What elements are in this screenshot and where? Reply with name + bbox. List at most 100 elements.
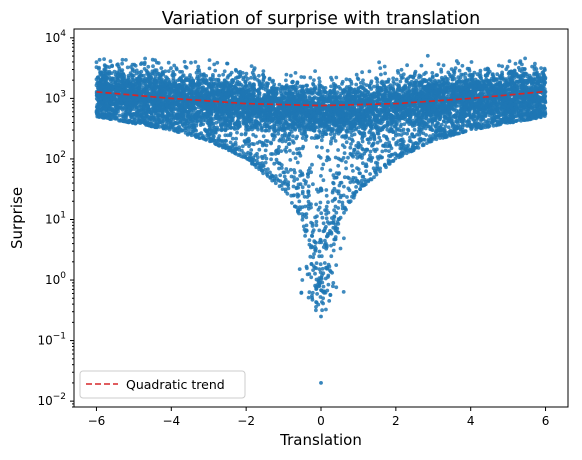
scatter-point	[342, 184, 346, 189]
scatter-point	[399, 67, 404, 72]
scatter-point	[436, 62, 441, 66]
scatter-point	[277, 166, 281, 171]
scatter-point	[235, 130, 239, 135]
scatter-point	[368, 149, 373, 154]
scatter-point	[263, 148, 268, 153]
scatter-point	[277, 161, 281, 166]
scatter-point	[446, 70, 451, 75]
scatter-point	[377, 135, 382, 140]
scatter-point	[454, 59, 459, 63]
scatter-point	[332, 135, 336, 140]
scatter-point	[336, 163, 341, 168]
scatter-point	[383, 71, 387, 76]
scatter-point	[263, 160, 268, 165]
scatter-point	[360, 139, 365, 144]
scatter-point	[490, 72, 495, 77]
scatter-point	[351, 169, 355, 173]
scatter-point	[355, 166, 359, 171]
scatter-point	[303, 204, 307, 209]
scatter-point	[320, 215, 325, 220]
scatter-point	[376, 131, 381, 136]
scatter-point	[453, 66, 458, 70]
scatter-point	[441, 63, 446, 68]
scatter-point	[159, 66, 164, 70]
scatter-point	[319, 138, 324, 143]
scatter-point	[354, 127, 358, 132]
scatter-point	[230, 136, 235, 141]
scatter-point	[194, 70, 199, 75]
scatter-point	[368, 172, 372, 176]
scatter-point	[419, 63, 424, 68]
scatter-point	[331, 248, 336, 253]
scatter-point	[198, 123, 203, 127]
scatter-point	[296, 182, 301, 187]
scatter-point	[295, 134, 299, 139]
scatter-point	[166, 60, 171, 65]
scatter-point	[446, 77, 450, 82]
scatter-point	[358, 171, 362, 176]
scatter-point	[342, 175, 347, 180]
scatter-point	[328, 168, 333, 173]
scatter-point	[320, 308, 324, 313]
scatter-point	[398, 146, 403, 151]
scatter-point	[346, 155, 350, 160]
scatter-point	[295, 160, 300, 165]
scatter-point	[199, 119, 203, 124]
scatter-point	[300, 185, 305, 190]
scatter-point	[248, 151, 253, 156]
scatter-point	[443, 124, 448, 129]
scatter-points	[94, 53, 548, 385]
scatter-point	[523, 56, 527, 61]
scatter-point	[504, 77, 508, 81]
scatter-point	[374, 76, 378, 81]
scatter-point	[340, 143, 345, 148]
scatter-point	[407, 138, 412, 143]
scatter-point	[272, 161, 277, 166]
scatter-point	[182, 59, 187, 64]
scatter-point	[533, 61, 537, 66]
scatter-point	[403, 83, 408, 88]
scatter-point	[279, 163, 284, 167]
scatter-point	[244, 71, 249, 76]
scatter-point	[280, 139, 285, 144]
scatter-point	[344, 166, 348, 171]
scatter-point	[425, 53, 430, 58]
scatter-point	[318, 295, 323, 299]
scatter-point	[478, 68, 483, 73]
scatter-point	[269, 157, 273, 162]
scatter-point	[151, 64, 155, 69]
scatter-point	[94, 60, 99, 65]
scatter-point	[361, 161, 365, 166]
scatter-point	[314, 219, 319, 224]
scatter-point	[392, 81, 397, 86]
scatter-point	[321, 284, 326, 289]
scatter-point	[278, 179, 283, 184]
scatter-point	[318, 130, 323, 135]
scatter-point	[282, 180, 287, 184]
scatter-point	[367, 141, 371, 145]
scatter-point	[320, 266, 325, 271]
scatter-point	[342, 151, 347, 156]
scatter-point	[354, 72, 359, 77]
scatter-point	[394, 142, 399, 147]
scatter-point	[292, 178, 296, 183]
scatter-point	[382, 64, 387, 69]
scatter-point	[364, 83, 369, 87]
scatter-point	[174, 67, 179, 72]
scatter-point	[340, 158, 344, 163]
scatter-point	[327, 264, 332, 269]
scatter-point	[232, 127, 237, 131]
scatter-point	[301, 224, 306, 229]
scatter-point	[293, 71, 298, 75]
scatter-point	[317, 79, 322, 84]
scatter-point	[307, 95, 312, 99]
scatter-point	[402, 122, 407, 127]
scatter-point	[354, 185, 358, 189]
scatter-point	[272, 82, 277, 87]
scatter-point	[334, 75, 339, 80]
scatter-point	[333, 139, 338, 143]
scatter-point	[193, 60, 198, 64]
scatter-point	[276, 131, 281, 136]
scatter-point	[215, 60, 220, 65]
